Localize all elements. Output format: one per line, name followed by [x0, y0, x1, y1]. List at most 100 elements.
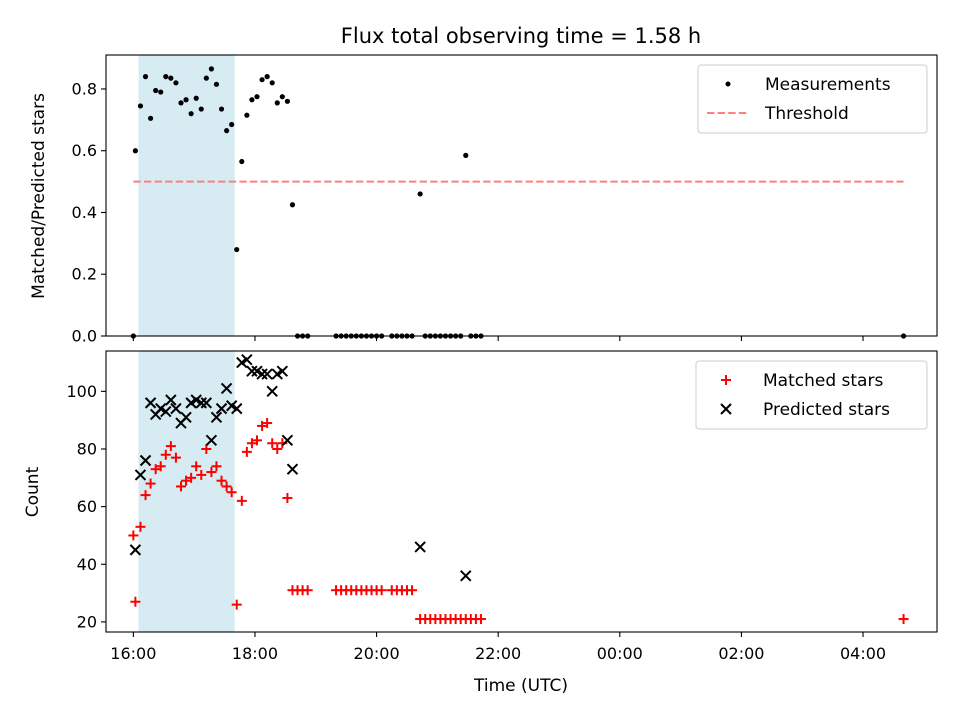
- matched-star-point: [130, 596, 141, 607]
- measurement-point: [173, 80, 179, 86]
- x-tick-label: 00:00: [597, 644, 643, 663]
- matched-star-point: [407, 585, 418, 596]
- matched-star-point: [145, 478, 156, 489]
- matched-star-point: [241, 446, 252, 457]
- predicted-star-point: [276, 365, 289, 377]
- matched-star-point: [898, 614, 909, 625]
- legend-measurements-label: Measurements: [765, 75, 891, 95]
- matched-star-point: [140, 490, 151, 501]
- predicted-star-point: [139, 454, 152, 467]
- matched-star-point: [302, 585, 313, 596]
- measurement-point: [168, 75, 174, 81]
- measurement-point: [249, 97, 255, 103]
- ratio-y-label: Matched/Predicted stars: [29, 93, 49, 299]
- ratio-axes-frame: [105, 54, 938, 337]
- measurement-point: [223, 128, 230, 134]
- matched-star-point: [282, 492, 293, 503]
- measurement-point: [208, 66, 214, 72]
- matched-star-point: [201, 443, 212, 454]
- count-x-ticks: 16:00 18:00 20:00 22:00 00:00 02:00 04:00: [110, 632, 886, 663]
- y-tick-label: 0.6: [72, 141, 97, 160]
- matched-star-point: [206, 467, 217, 478]
- matched-star-point: [186, 472, 197, 483]
- measurement-point: [254, 94, 260, 100]
- legend-predicted-label: Predicted stars: [763, 400, 890, 420]
- predicted-star-point: [165, 394, 177, 406]
- y-tick-label: 0.4: [72, 203, 97, 222]
- matched-star-point: [221, 481, 232, 492]
- matched-star-point: [231, 599, 242, 610]
- measurement-point: [178, 100, 184, 106]
- predicted-star-point: [246, 365, 258, 377]
- matched-star-point: [160, 449, 171, 460]
- measurement-point: [213, 81, 220, 87]
- measurement-point: [218, 106, 225, 112]
- matched-star-point: [155, 461, 166, 472]
- measurement-point: [229, 121, 235, 128]
- matched-star-point: [150, 464, 161, 475]
- predicted-star-point: [220, 382, 233, 395]
- y-tick-label: 0.8: [72, 79, 97, 98]
- count-y-label: Count: [23, 466, 43, 517]
- matched-star-point: [251, 435, 262, 446]
- predicted-star-point: [215, 402, 228, 415]
- ratio-panel: 0.00.20.40.60.8 Matched/Predicted stars …: [29, 54, 938, 346]
- count-y-ticks: 20 40 60 80 100: [66, 382, 106, 631]
- matched-star-point: [257, 420, 268, 431]
- matched-star-point: [246, 438, 257, 449]
- predicted-star-point: [144, 397, 157, 409]
- legend-predicted-marker: [720, 403, 732, 415]
- measurement-point: [132, 148, 138, 154]
- matched-star-points: [128, 418, 909, 625]
- matched-star-point: [262, 418, 273, 429]
- measurement-point: [234, 246, 240, 253]
- measurement-point: [279, 94, 285, 100]
- matched-star-point: [181, 475, 192, 486]
- predicted-star-point: [414, 541, 426, 553]
- measurement-point: [203, 75, 209, 81]
- measurement-point: [463, 152, 469, 158]
- y-tick-label: 40: [77, 555, 97, 574]
- predicted-star-points: [129, 353, 472, 582]
- matched-star-point: [165, 441, 176, 452]
- y-tick-label: 60: [77, 497, 97, 516]
- matched-star-point: [175, 481, 186, 492]
- measurement-point: [264, 74, 270, 80]
- measurement-point: [193, 95, 199, 101]
- predicted-star-point: [266, 385, 278, 398]
- matched-star-point: [191, 461, 202, 472]
- ratio-legend: Measurements Threshold: [697, 64, 928, 134]
- matched-star-point: [170, 452, 181, 463]
- count-observing-span: [138, 351, 235, 632]
- chart-title: Flux total observing time = 1.58 h: [341, 24, 701, 48]
- measurement-point: [147, 115, 154, 121]
- legend-matched-marker: [721, 375, 731, 385]
- x-tick-label: 18:00: [232, 644, 278, 663]
- measurement-point: [137, 103, 144, 109]
- measurement-point: [188, 111, 194, 117]
- y-tick-label: 80: [77, 439, 97, 458]
- count-axes-frame: [105, 350, 938, 633]
- measurement-point: [269, 80, 275, 86]
- matched-star-point: [196, 469, 207, 480]
- legend-threshold-label: Threshold: [764, 104, 849, 124]
- x-tick-label: 04:00: [840, 644, 886, 663]
- ratio-y-ticks: 0.0 0.2 0.4 0.6 0.8: [72, 79, 106, 346]
- y-tick-label: 0.0: [72, 327, 97, 346]
- x-tick-label: 20:00: [354, 644, 400, 663]
- measurement-point: [284, 98, 291, 104]
- predicted-star-point: [195, 397, 207, 409]
- legend-measurements-marker: [725, 81, 731, 87]
- x-tick-label: 02:00: [718, 644, 764, 663]
- predicted-star-point: [210, 411, 223, 423]
- measurement-points: [130, 66, 907, 339]
- measurement-point: [153, 87, 159, 94]
- measurement-point: [244, 112, 250, 118]
- predicted-star-point: [205, 434, 218, 447]
- ratio-legend-box: [697, 64, 928, 134]
- predicted-star-point: [261, 368, 273, 380]
- ratio-observing-span: [138, 55, 235, 336]
- y-tick-label: 20: [77, 612, 97, 631]
- y-tick-label: 100: [66, 382, 97, 401]
